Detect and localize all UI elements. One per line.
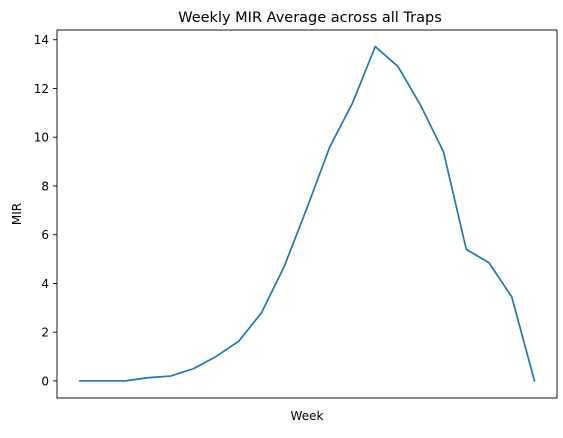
y-tick-label: 12 bbox=[34, 82, 49, 96]
y-axis-label: MIR bbox=[10, 203, 24, 225]
y-tick-label: 4 bbox=[41, 277, 49, 291]
series-line bbox=[78, 45, 536, 382]
y-axis: 0 2 4 6 8 10 12 14 bbox=[34, 33, 57, 388]
y-tick-label: 0 bbox=[41, 374, 49, 388]
x-axis-label: Week bbox=[291, 409, 324, 423]
y-tick-label: 6 bbox=[41, 228, 49, 242]
plot-frame bbox=[56, 29, 558, 399]
y-tick-label: 14 bbox=[34, 33, 49, 47]
y-tick-label: 8 bbox=[41, 179, 49, 193]
chart-title: Weekly MIR Average across all Traps bbox=[178, 10, 442, 26]
y-tick-label: 2 bbox=[41, 326, 49, 340]
y-tick-label: 10 bbox=[34, 131, 49, 145]
